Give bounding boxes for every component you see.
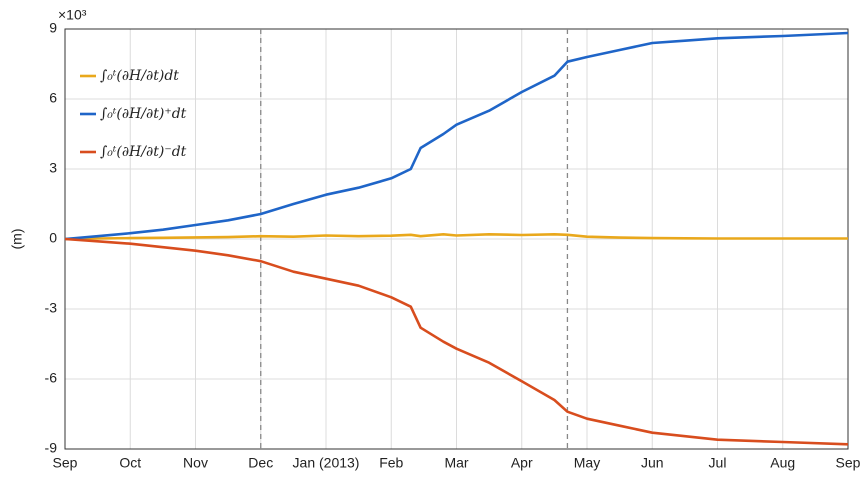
x-tick-label: Oct	[119, 455, 141, 471]
y-tick-label: 9	[49, 20, 57, 36]
x-tick-label: Sep	[53, 455, 78, 471]
x-tick-label: Jun	[641, 455, 664, 471]
y-tick-label: 0	[49, 230, 57, 246]
x-tick-label: Sep	[836, 455, 861, 471]
x-tick-label: Jan (2013)	[293, 455, 360, 471]
y-axis-label: (m)	[9, 229, 25, 250]
series-line	[64, 237, 849, 446]
x-tick-label: Jul	[709, 455, 727, 471]
y-tick-label: -3	[45, 300, 58, 316]
y-tick-label: 3	[49, 160, 57, 176]
y-tick-label: -9	[45, 440, 58, 456]
x-tick-label: Feb	[379, 455, 403, 471]
series-line	[64, 233, 848, 241]
legend-label: ∫₀ᵗ(∂H/∂t)dt	[100, 68, 179, 84]
y-multiplier: ×10³	[58, 7, 87, 23]
legend-label: ∫₀ᵗ(∂H/∂t)⁺dt	[100, 106, 187, 122]
x-tick-label: Apr	[511, 455, 533, 471]
y-tick-label: -6	[45, 370, 58, 386]
y-tick-label: 6	[49, 90, 57, 106]
x-tick-label: Dec	[248, 455, 273, 471]
x-tick-label: Nov	[183, 455, 208, 471]
x-tick-label: Aug	[770, 455, 795, 471]
x-tick-label: Mar	[444, 455, 468, 471]
x-tick-label: May	[574, 455, 600, 471]
legend-label: ∫₀ᵗ(∂H/∂t)⁻dt	[100, 144, 187, 160]
series-line	[64, 31, 849, 241]
